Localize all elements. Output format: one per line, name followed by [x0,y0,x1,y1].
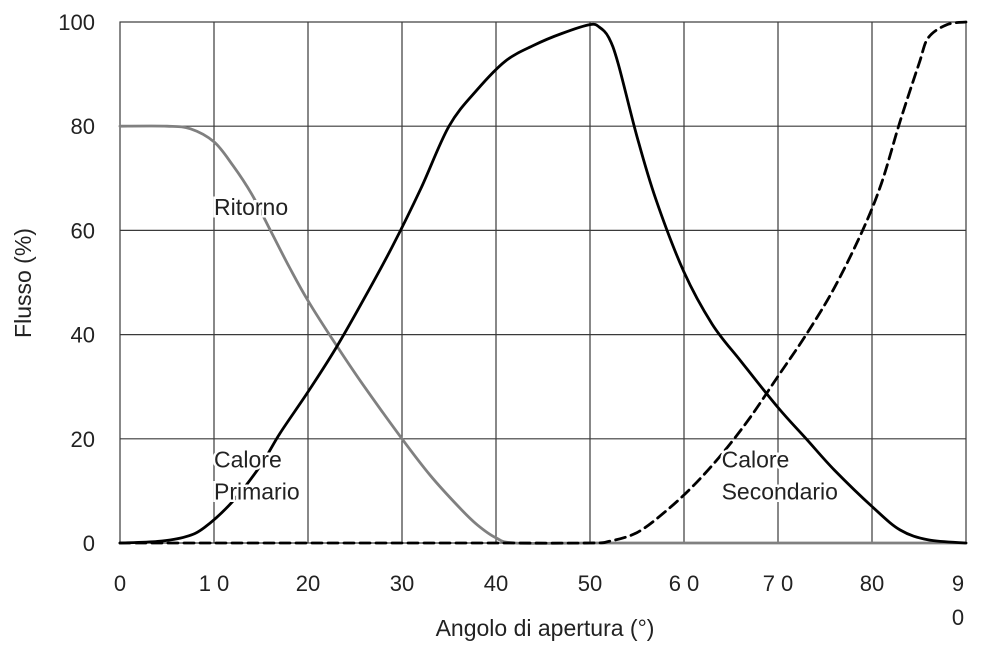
y-tick-label: 60 [71,218,95,243]
x-tick-label: 0 [114,571,126,596]
series-label-ritorno: Ritorno [214,194,288,220]
x-tick-label: 80 [860,571,884,596]
x-tick-label: 7 0 [763,571,794,596]
series-label-calore-primario: Calore Primario [214,446,300,504]
series-line-calore-primario [118,22,968,545]
y-axis-title: Flusso (%) [10,228,36,338]
y-tick-label: 40 [71,323,95,348]
x-tick-label: 6 0 [669,571,700,596]
x-tick-label: 50 [578,571,602,596]
x-tick-label: 20 [296,571,320,596]
series-label-calore-secondario: Calore Secondario [722,446,838,504]
x-axis-title: Angolo di apertura (°) [436,615,655,641]
series-line-ritorno [118,124,968,545]
y-axis-ticks: 0 20 40 60 80 100 [58,10,95,556]
y-tick-label: 0 [83,531,95,556]
x-axis-ticks: 0 1 0 20 30 40 50 6 0 7 0 80 9 0 [114,571,964,630]
y-tick-label: 100 [58,10,95,35]
x-tick-label: 30 [390,571,414,596]
series-labels: Ritorno Calore Primario Calore Secondario [212,191,841,507]
series-line-calore-secondario [118,20,968,545]
x-tick-label: 40 [484,571,508,596]
series-lines [118,20,968,545]
y-tick-label: 80 [71,114,95,139]
y-tick-label: 20 [71,427,95,452]
x-tick-label: 1 0 [199,571,230,596]
